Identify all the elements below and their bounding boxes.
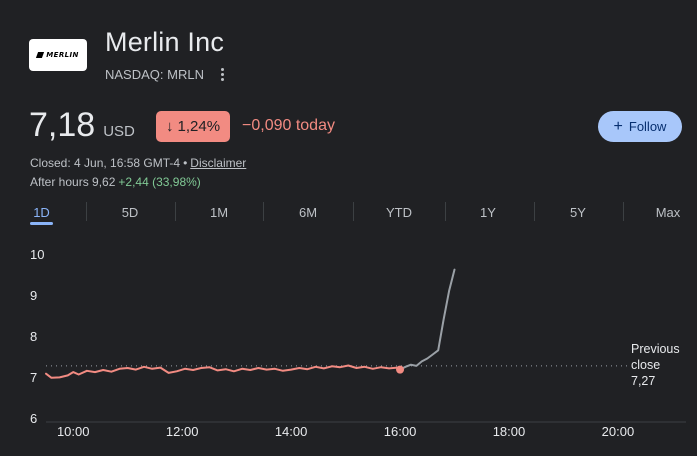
- tab-max[interactable]: Max: [655, 204, 681, 220]
- close-marker: [396, 365, 405, 374]
- x-tick-label: 18:00: [493, 424, 526, 439]
- closed-time: Closed: 4 Jun, 16:58 GMT-4: [30, 156, 181, 170]
- y-tick-label: 7: [30, 370, 37, 385]
- tab-1y[interactable]: 1Y: [480, 204, 496, 220]
- currency-label: USD: [103, 123, 135, 140]
- previous-close-title-2: close: [631, 358, 661, 372]
- company-logo: MERLIN: [29, 39, 87, 71]
- tab-divider: [263, 202, 264, 221]
- follow-label: Follow: [628, 119, 667, 134]
- x-tick-label: 16:00: [384, 424, 417, 439]
- x-tick-label: 10:00: [57, 424, 90, 439]
- tab-divider: [86, 202, 87, 221]
- logo-text: MERLIN: [46, 51, 79, 59]
- company-name: Merlin Inc: [105, 27, 225, 57]
- plus-icon: +: [613, 117, 623, 135]
- market-status: Closed: 4 Jun, 16:58 GMT-4 • Disclaimer: [30, 156, 246, 170]
- tab-1d[interactable]: 1D: [33, 204, 50, 220]
- logo-mark: MERLIN: [36, 51, 79, 59]
- x-tick-label: 20:00: [602, 424, 635, 439]
- more-options-icon[interactable]: [217, 66, 228, 83]
- after-hours-line: After hours 9,62 +2,44 (33,98%): [30, 175, 201, 189]
- x-tick-label: 12:00: [166, 424, 199, 439]
- after-hours-line: [399, 268, 456, 371]
- change-today: −0,090 today: [242, 117, 335, 134]
- arrow-down-icon: ↓: [166, 118, 174, 135]
- tab-divider: [353, 202, 354, 221]
- price-row: 7,18 USD: [29, 106, 135, 145]
- active-tab-indicator: [30, 222, 53, 225]
- y-tick-label: 6: [30, 411, 37, 426]
- after-hours-price: After hours 9,62: [30, 175, 116, 189]
- tab-ytd[interactable]: YTD: [386, 204, 412, 220]
- y-tick-label: 10: [30, 247, 44, 262]
- follow-button[interactable]: + Follow: [598, 111, 682, 142]
- y-tick-label: 9: [30, 288, 37, 303]
- after-hours-change: +2,44 (33,98%): [118, 175, 201, 189]
- range-tabs: 1D 5D 1M 6M YTD 1Y 5Y Max: [26, 199, 686, 227]
- previous-close-label: Previous close 7,27: [631, 341, 680, 389]
- disclaimer-link[interactable]: Disclaimer: [190, 156, 247, 170]
- regular-session-line: [45, 364, 401, 379]
- tab-5y[interactable]: 5Y: [570, 204, 586, 220]
- ticker-row: NASDAQ: MRLN: [105, 66, 228, 83]
- tab-1m[interactable]: 1M: [209, 204, 229, 220]
- previous-close-title-1: Previous: [631, 342, 680, 356]
- ticker-symbol: NASDAQ: MRLN: [105, 67, 204, 82]
- tab-divider: [175, 202, 176, 221]
- tab-divider: [623, 202, 624, 221]
- current-price: 7,18: [29, 106, 96, 144]
- change-percent-badge: ↓ 1,24%: [156, 111, 231, 142]
- logo-glyph: [36, 52, 45, 58]
- separator: •: [183, 156, 188, 170]
- change-percent: 1,24%: [177, 118, 221, 135]
- tab-divider: [534, 202, 535, 221]
- tab-5d[interactable]: 5D: [121, 204, 139, 220]
- y-tick-label: 8: [30, 329, 37, 344]
- price-chart[interactable]: 6 7 8 9 10 10:00 12:00 14:00 16:00 18:00 20:00: [0, 236, 697, 456]
- tab-6m[interactable]: 6M: [298, 204, 318, 220]
- previous-close-value: 7,27: [631, 374, 656, 388]
- tab-divider: [445, 202, 446, 221]
- x-tick-label: 14:00: [275, 424, 308, 439]
